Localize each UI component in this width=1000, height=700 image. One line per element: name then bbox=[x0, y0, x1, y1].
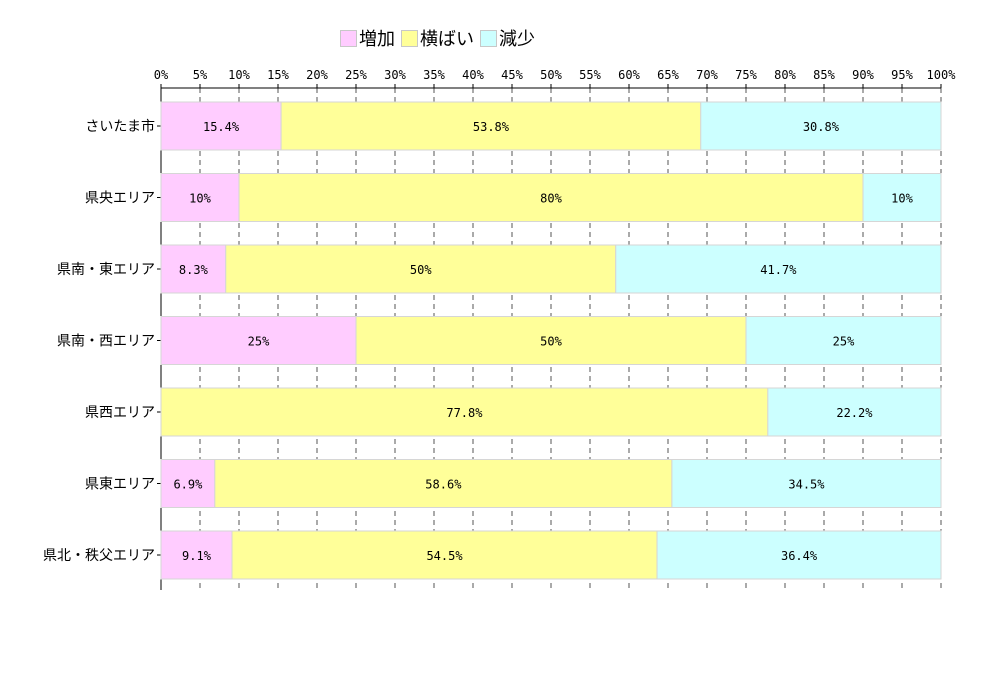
bar-segment bbox=[656, 530, 942, 580]
data-label: 9.1% bbox=[182, 549, 212, 563]
bar-segment bbox=[225, 244, 617, 294]
legend-label-decrease: 減少 bbox=[499, 29, 535, 50]
data-label: 41.7% bbox=[760, 263, 797, 277]
legend-item-flat: 横ばい bbox=[401, 25, 474, 51]
category-label: 県北・秩父エリア bbox=[43, 548, 155, 564]
bar-segment bbox=[355, 316, 747, 365]
category-label: 県南・東エリア bbox=[57, 262, 155, 278]
x-tick-label: 70% bbox=[696, 68, 718, 82]
bar-segment bbox=[862, 173, 942, 222]
data-label: 30.8% bbox=[803, 120, 840, 134]
x-tick-label: 75% bbox=[735, 68, 757, 82]
legend-swatch-increase bbox=[340, 29, 357, 47]
x-tick-label: 50% bbox=[540, 68, 562, 82]
x-tick-label: 30% bbox=[384, 68, 406, 82]
bar-segment bbox=[160, 244, 227, 294]
data-label: 50% bbox=[540, 335, 562, 349]
bar-segment bbox=[160, 101, 282, 151]
x-tick-label: 65% bbox=[657, 68, 679, 82]
legend-item-increase: 増加 bbox=[340, 25, 395, 51]
bar-segment bbox=[214, 459, 673, 508]
bar-segment bbox=[745, 316, 942, 365]
legend-label-flat: 横ばい bbox=[420, 29, 474, 50]
bar-segment bbox=[767, 387, 942, 437]
x-tick-label: 100% bbox=[927, 68, 957, 82]
x-tick-label: 5% bbox=[193, 68, 208, 82]
category-label: 県東エリア bbox=[85, 477, 155, 493]
data-label: 22.2% bbox=[836, 406, 873, 420]
data-label: 54.5% bbox=[426, 549, 463, 563]
legend-swatch-decrease bbox=[480, 29, 497, 47]
x-tick-label: 10% bbox=[228, 68, 250, 82]
data-label: 58.6% bbox=[425, 478, 462, 492]
x-tick-label: 25% bbox=[345, 68, 367, 82]
category-label: 県南・西エリア bbox=[57, 334, 155, 350]
legend-label-increase: 増加 bbox=[359, 29, 395, 50]
bar-segment bbox=[160, 459, 216, 508]
data-label: 6.9% bbox=[173, 478, 203, 492]
bar-segment bbox=[700, 101, 942, 151]
data-label: 25% bbox=[248, 335, 270, 349]
x-tick-label: 85% bbox=[813, 68, 835, 82]
data-label: 77.8% bbox=[446, 406, 483, 420]
category-label: さいたま市 bbox=[85, 118, 155, 135]
category-label: 県央エリア bbox=[85, 191, 155, 207]
bar-segment bbox=[238, 173, 864, 222]
data-label: 50% bbox=[410, 263, 432, 277]
data-label: 36.4% bbox=[781, 549, 818, 563]
x-tick-label: 60% bbox=[618, 68, 640, 82]
x-tick-label: 0% bbox=[154, 68, 169, 82]
data-label: 80% bbox=[540, 192, 562, 206]
legend-swatch-flat bbox=[401, 29, 418, 47]
data-label: 25% bbox=[833, 335, 855, 349]
bar-segment bbox=[160, 387, 769, 437]
data-label: 15.4% bbox=[203, 120, 240, 134]
chart-legend: 増加 横ばい 減少 bbox=[340, 26, 541, 50]
bar-segment bbox=[160, 530, 233, 580]
x-tick-label: 35% bbox=[423, 68, 445, 82]
x-tick-label: 90% bbox=[852, 68, 874, 82]
x-tick-label: 15% bbox=[267, 68, 289, 82]
data-label: 53.8% bbox=[473, 120, 510, 134]
x-tick-label: 20% bbox=[306, 68, 328, 82]
x-tick-label: 55% bbox=[579, 68, 601, 82]
bar-segment bbox=[160, 173, 240, 222]
data-label: 34.5% bbox=[788, 478, 825, 492]
data-label: 10% bbox=[189, 192, 211, 206]
data-label: 8.3% bbox=[179, 263, 209, 277]
bar-segment bbox=[280, 101, 702, 151]
bar-segment bbox=[615, 244, 942, 294]
bar-segment bbox=[671, 459, 942, 508]
legend-item-decrease: 減少 bbox=[480, 25, 535, 51]
x-tick-label: 45% bbox=[501, 68, 523, 82]
x-tick-label: 80% bbox=[774, 68, 796, 82]
bar-segment bbox=[231, 530, 658, 580]
category-label: 県西エリア bbox=[85, 405, 155, 421]
x-tick-label: 95% bbox=[891, 68, 913, 82]
data-label: 10% bbox=[891, 192, 913, 206]
x-tick-label: 40% bbox=[462, 68, 484, 82]
bar-segment bbox=[160, 316, 357, 365]
